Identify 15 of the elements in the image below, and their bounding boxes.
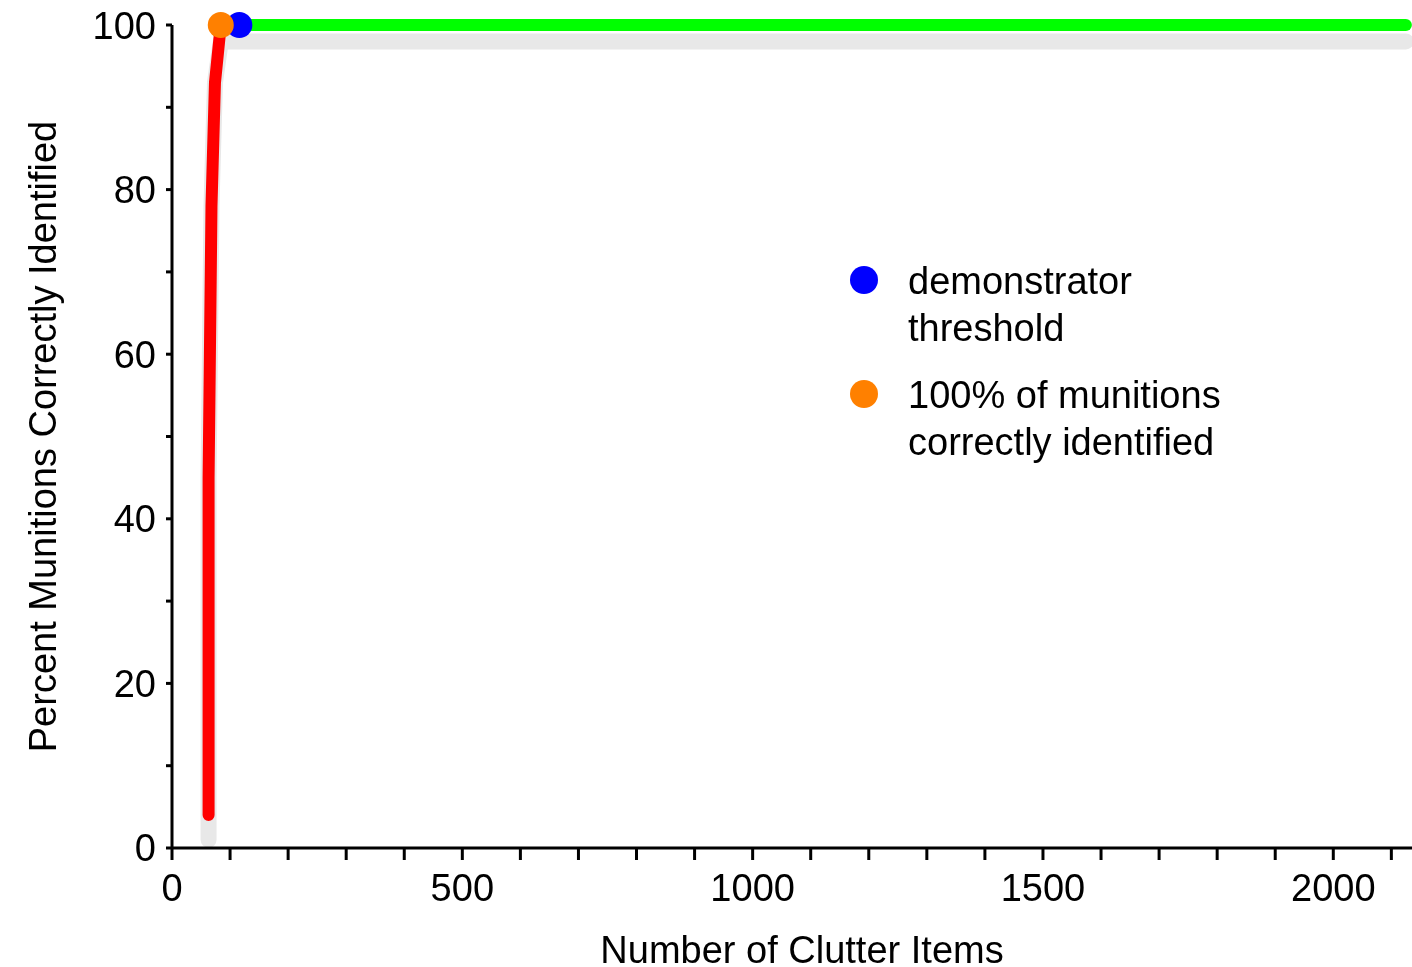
legend-label: 100% of munitions correctly identified <box>908 373 1222 465</box>
x-tick-label: 2000 <box>1291 866 1376 909</box>
x-tick-label: 1500 <box>1000 866 1086 909</box>
y-tick-label: 20 <box>113 662 156 705</box>
x-tick-label: 1000 <box>710 866 795 909</box>
x-tick-label: 500 <box>430 866 495 909</box>
y-axis-title: Percent Munitions Correctly Identified <box>22 120 64 753</box>
y-tick-label: 80 <box>113 169 156 212</box>
y-tick-label: 40 <box>113 498 156 541</box>
legend-label: demonstrator threshold <box>908 259 1133 351</box>
y-tick-label: 0 <box>134 827 156 870</box>
y-tick-label: 100 <box>92 4 156 47</box>
x-axis-title: Number of Clutter Items <box>600 929 1004 967</box>
x-tick-label: 0 <box>161 866 183 909</box>
y-tick-label: 60 <box>113 333 156 376</box>
